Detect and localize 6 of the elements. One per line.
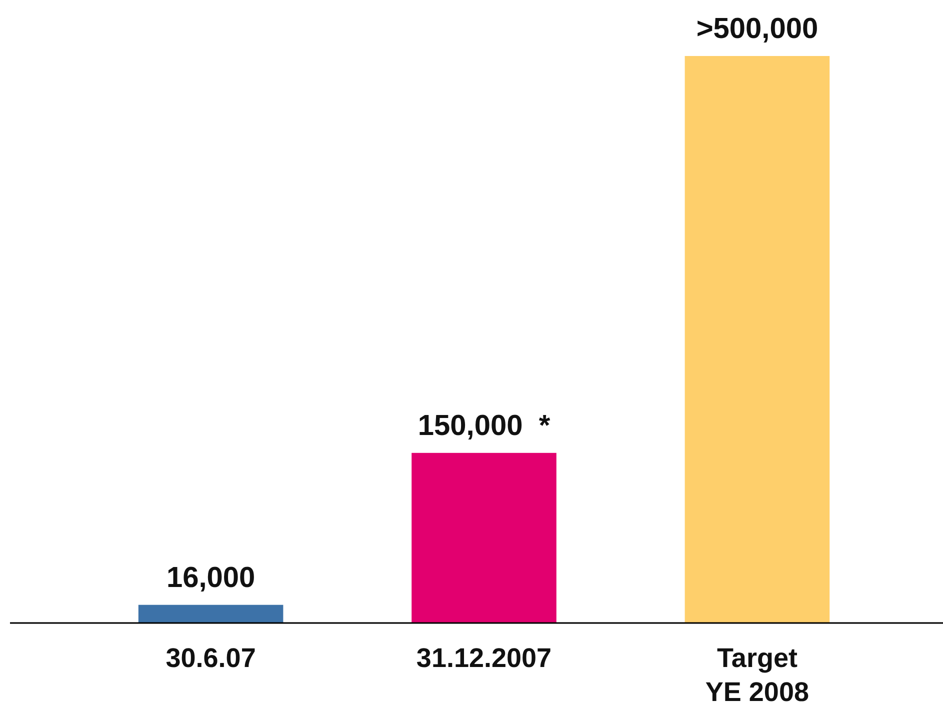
x-tick-label: 30.6.07 [166, 643, 256, 673]
data-label: 150,000 * [418, 410, 551, 442]
x-tick-label: 31.12.2007 [416, 643, 552, 673]
x-tick-label: Target YE 2008 [705, 643, 809, 707]
data-label: >500,000 [696, 13, 818, 45]
data-label: 16,000 [166, 562, 256, 594]
